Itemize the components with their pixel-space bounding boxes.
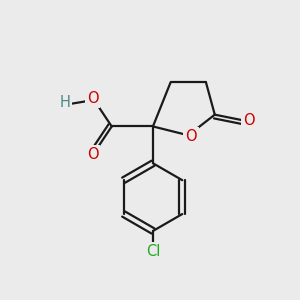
Text: O: O xyxy=(185,129,197,144)
Text: O: O xyxy=(87,91,98,106)
Text: H: H xyxy=(59,95,70,110)
Text: O: O xyxy=(243,113,254,128)
Text: O: O xyxy=(87,147,98,162)
Text: Cl: Cl xyxy=(146,244,160,259)
